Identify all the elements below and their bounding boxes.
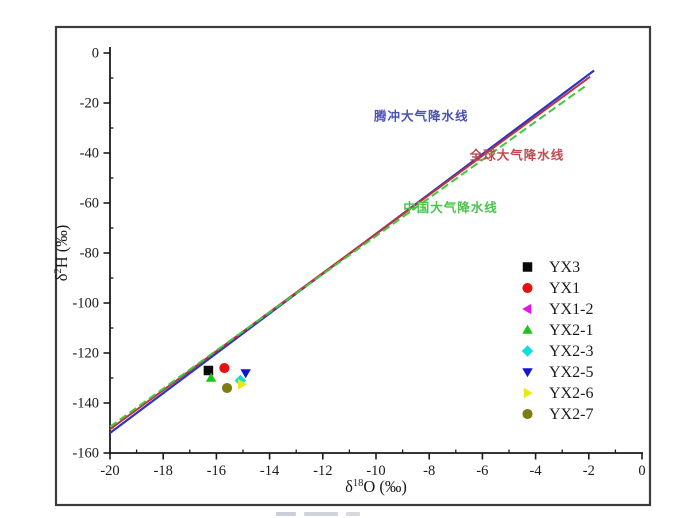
reference-line-label-china-mwl: 中国大气降水线 (403, 200, 498, 215)
x-tick-label: -8 (423, 463, 435, 479)
x-tick-label: -2 (583, 463, 595, 479)
data-point-YX2-7 (221, 382, 233, 394)
data-point-YX2-5 (240, 369, 251, 379)
legend-marker-YX2-3 (521, 345, 534, 357)
legend-label-YX1: YX1 (549, 280, 580, 297)
legend-label-YX2-7: YX2-7 (549, 406, 593, 423)
x-tick-label: -14 (260, 463, 280, 479)
y-axis-title: δ2H (‰) (52, 225, 71, 282)
data-point-YX3 (203, 365, 214, 376)
x-tick-label: -12 (313, 463, 332, 479)
x-tick-label: -16 (207, 463, 226, 479)
x-tick-label: 0 (638, 463, 645, 479)
y-tick-label: 0 (92, 46, 99, 62)
reference-line-label-global-gmwl: 全球大气降水线 (469, 147, 565, 162)
legend-marker-YX2-5 (522, 368, 533, 378)
x-tick-label: -10 (366, 463, 385, 479)
legend-marker-YX1 (522, 282, 533, 294)
legend-label-YX2-3: YX2-3 (549, 343, 593, 360)
y-tick-label: -80 (80, 246, 99, 262)
data-point-YX2-1 (205, 372, 217, 382)
data-point-YX1 (219, 362, 230, 374)
legend-label-YX3: YX3 (549, 259, 580, 276)
legend-marker-YX2-6 (523, 387, 533, 399)
reference-line-china-mwl (109, 84, 587, 428)
reference-line-label-tengchong-lmwl: 腾冲大气降水线 (373, 109, 469, 124)
y-tick-label: -160 (72, 446, 99, 462)
x-tick-label: -6 (476, 463, 488, 479)
y-tick-label: -40 (80, 146, 99, 162)
y-tick-label: -100 (72, 296, 99, 312)
y-tick-label: -60 (80, 196, 99, 212)
x-tick-label: -18 (154, 463, 173, 479)
legend-marker-YX3 (522, 262, 533, 272)
data-point-YX2-6 (237, 379, 247, 390)
legend-label-YX2-6: YX2-6 (549, 385, 593, 402)
y-tick-label: -20 (80, 96, 99, 112)
legend-label-YX2-1: YX2-1 (549, 322, 593, 339)
legend-marker-YX2-1 (522, 324, 533, 334)
cropped-caption-artifact (276, 512, 372, 517)
legend-marker-YX1-2 (522, 303, 532, 315)
x-axis-title: δ18O (‰) (345, 477, 407, 496)
x-tick-label: -20 (100, 463, 119, 479)
legend-marker-YX2-7 (522, 408, 533, 420)
x-tick-label: -4 (530, 463, 543, 479)
y-tick-label: -140 (72, 396, 99, 412)
legend-label-YX2-5: YX2-5 (549, 364, 593, 381)
legend-label-YX1-2: YX1-2 (549, 301, 593, 318)
y-tick-label: -120 (72, 346, 99, 362)
